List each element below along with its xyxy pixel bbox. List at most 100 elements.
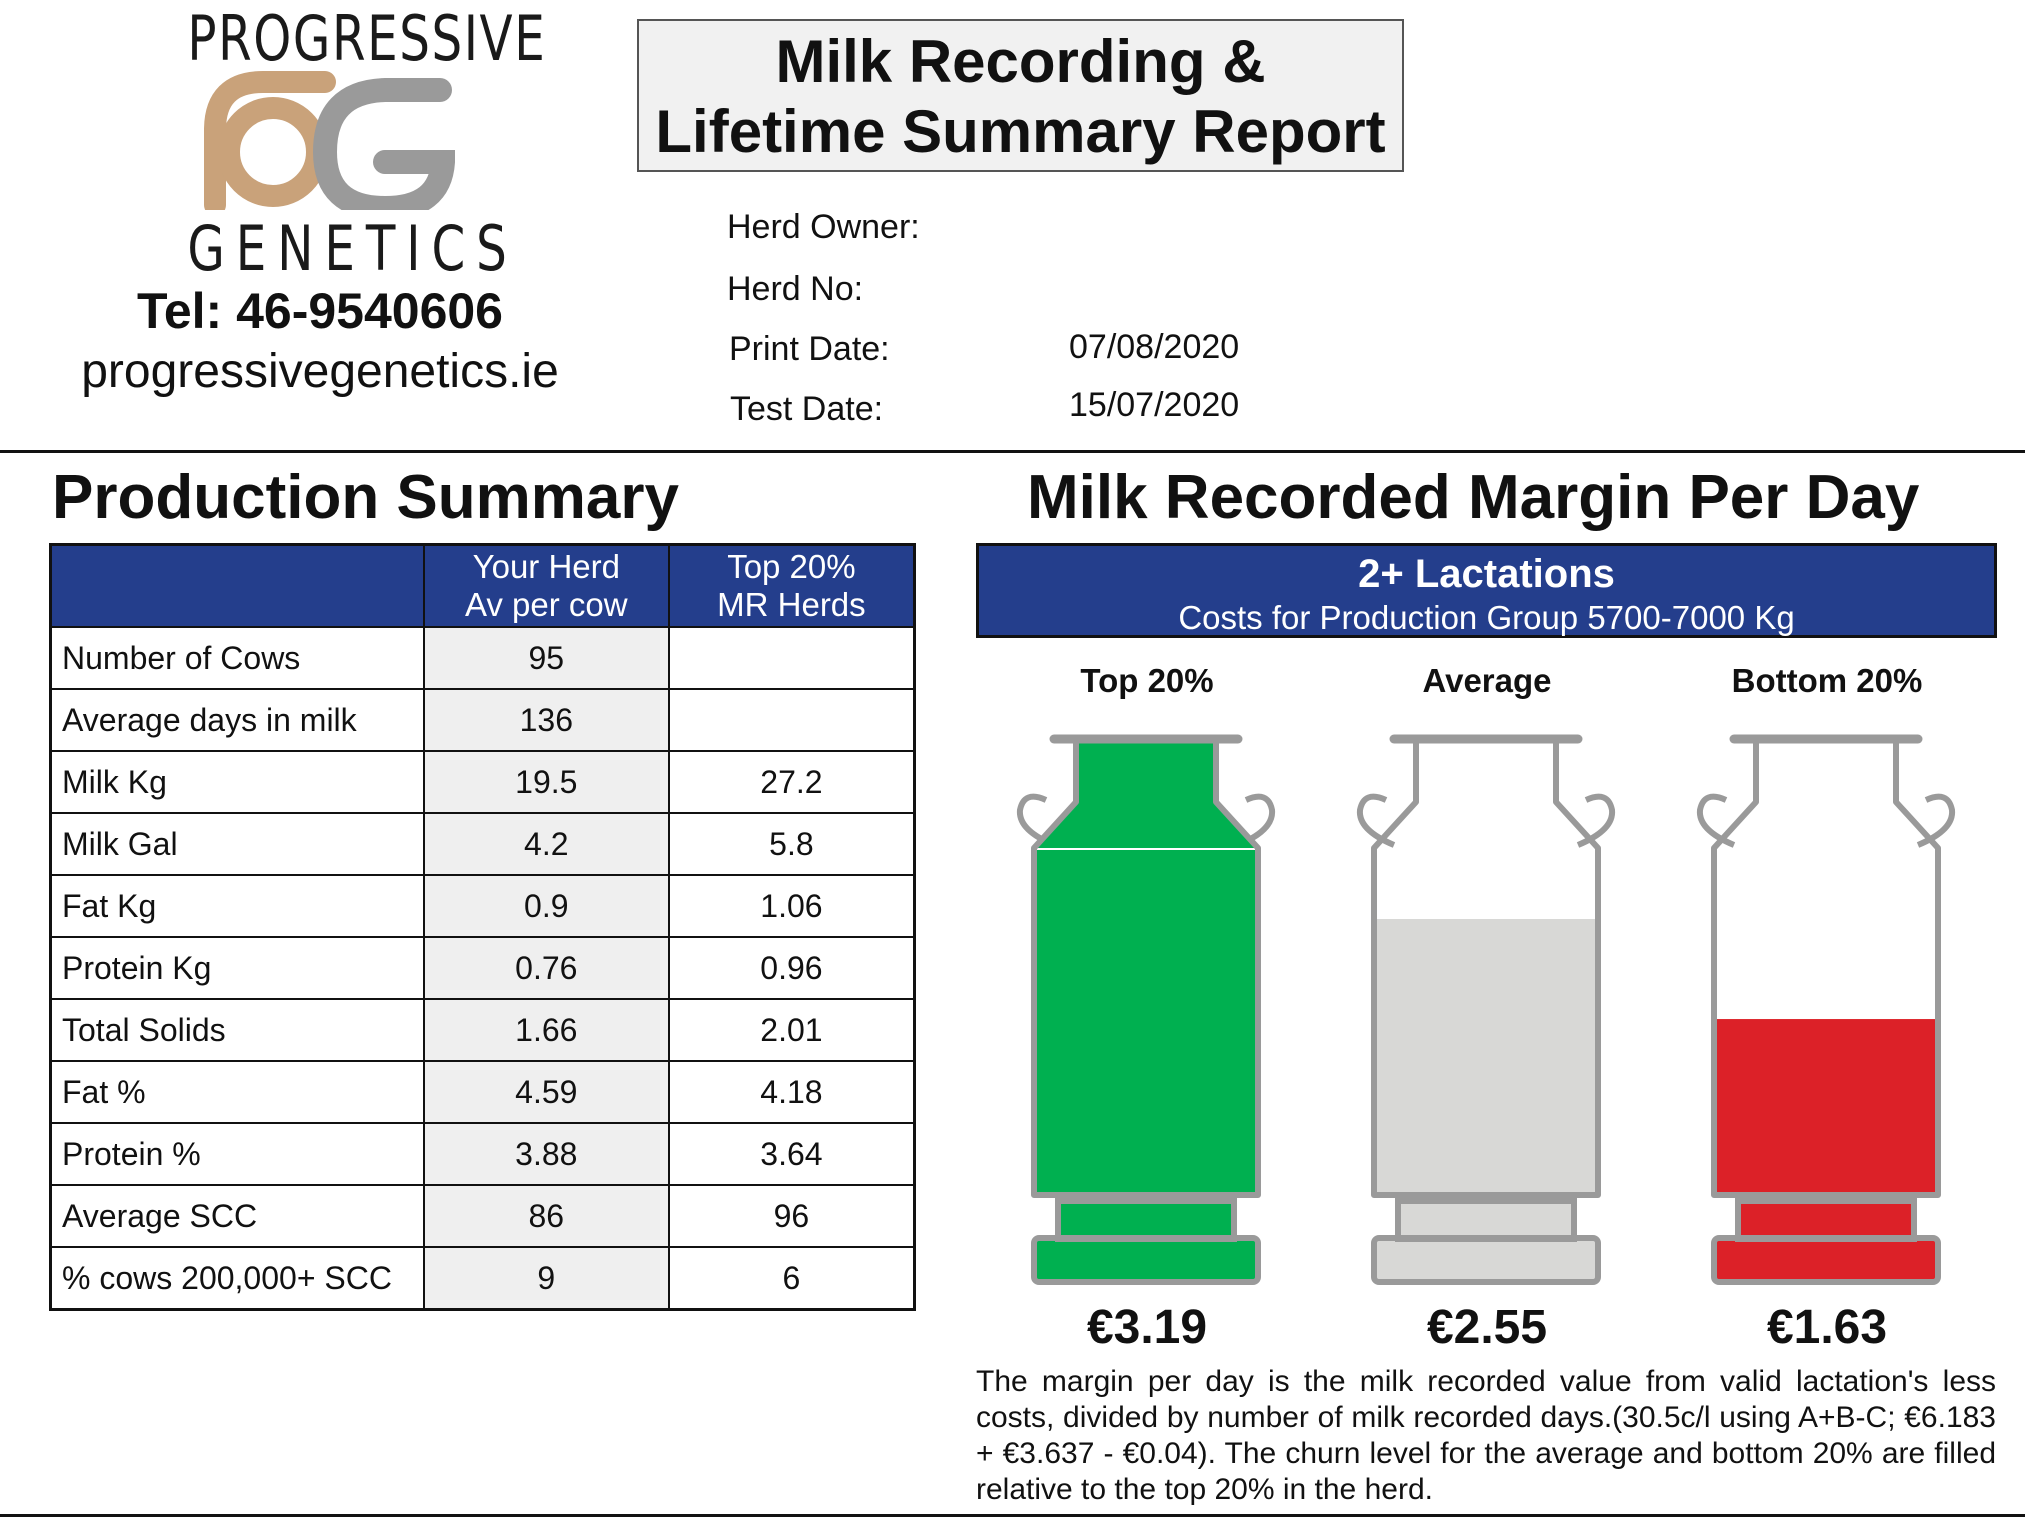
- banner-title: 2+ Lactations: [1358, 552, 1615, 596]
- table-row: Average SCC 86 96: [49, 1184, 916, 1248]
- churn-value-top20: €3.19: [1086, 1301, 1208, 1354]
- churn-handle-right: [1916, 793, 1956, 848]
- header-your-herd-line1: Your Herd: [472, 548, 620, 585]
- churn-body-outline: [1371, 742, 1601, 1198]
- production-summary-table: Your Herd Av per cow Top 20% MR Herds Nu…: [49, 543, 916, 1311]
- churn-foot-fill: [1374, 1238, 1598, 1282]
- table-row: Protein Kg 0.76 0.96: [49, 936, 916, 1000]
- your-herd-value: 0.9: [422, 874, 670, 938]
- header-divider: [0, 450, 2025, 453]
- top20-value: 6: [667, 1246, 916, 1311]
- churn-label-bottom20: Bottom 20%: [1731, 662, 1923, 699]
- churn-value-average: €2.55: [1426, 1301, 1548, 1354]
- table-row: Milk Gal 4.2 5.8: [49, 812, 916, 876]
- row-label: Protein %: [49, 1122, 425, 1186]
- header-top20: Top 20% MR Herds: [667, 543, 916, 628]
- churn-body-fill: [1034, 850, 1258, 1195]
- table-row: Protein % 3.88 3.64: [49, 1122, 916, 1186]
- top20-value: [667, 688, 916, 752]
- header-top20-line2: MR Herds: [717, 586, 866, 623]
- row-label: % cows 200,000+ SCC: [49, 1246, 425, 1311]
- your-herd-value: 3.88: [422, 1122, 670, 1186]
- your-herd-value: 95: [422, 626, 670, 690]
- churn-foot-outline: [1711, 1235, 1941, 1285]
- your-herd-value: 86: [422, 1184, 670, 1248]
- row-label: Number of Cows: [49, 626, 425, 690]
- churn-body-outline: [1031, 742, 1261, 1198]
- footer-divider: [0, 1514, 2025, 1517]
- report-title-line1: Milk Recording &: [775, 28, 1266, 95]
- your-herd-value: 136: [422, 688, 670, 752]
- churn-foot-fill: [1034, 1238, 1258, 1282]
- row-label: Milk Gal: [49, 812, 425, 876]
- top20-value: 1.06: [667, 874, 916, 938]
- churn-base-fill: [1738, 1201, 1914, 1239]
- churns-graphic: [1016, 734, 1956, 1285]
- churn-shoulder-fill: [1034, 802, 1258, 848]
- churn-handle-right: [1576, 793, 1616, 848]
- churn-body-fill: [1714, 1019, 1938, 1195]
- header-your-herd: Your Herd Av per cow: [422, 543, 670, 628]
- margin-title: Milk Recorded Margin Per Day: [1027, 463, 1920, 532]
- table-row: % cows 200,000+ SCC 9 6: [49, 1246, 916, 1311]
- top20-value: [667, 626, 916, 690]
- churn-handle-left: [1356, 793, 1396, 848]
- table-row: Fat % 4.59 4.18: [49, 1060, 916, 1124]
- your-herd-value: 0.76: [422, 936, 670, 1000]
- churn-base-fill: [1398, 1201, 1574, 1239]
- margin-note: The margin per day is the milk recorded …: [976, 1365, 1996, 1506]
- test-date-value: 15/07/2020: [1069, 386, 1240, 424]
- top20-value: 3.64: [667, 1122, 916, 1186]
- row-label: Milk Kg: [49, 750, 425, 814]
- churn-handle-right: [1236, 793, 1276, 848]
- your-herd-value: 19.5: [422, 750, 670, 814]
- print-date-label: Print Date:: [729, 330, 890, 368]
- table-row: Average days in milk 136: [49, 688, 916, 752]
- your-herd-value: 4.59: [422, 1060, 670, 1124]
- churn-body-outline: [1711, 742, 1941, 1198]
- churn-label-average: Average: [1422, 662, 1552, 699]
- table-row: Fat Kg 0.9 1.06: [49, 874, 916, 938]
- churn-foot-outline: [1371, 1235, 1601, 1285]
- churn-handle-left: [1696, 793, 1736, 848]
- churn-value-bottom20: €1.63: [1766, 1301, 1888, 1354]
- churn-base-fill: [1058, 1201, 1234, 1239]
- herd-owner-label: Herd Owner:: [727, 208, 920, 246]
- print-date-value: 07/08/2020: [1069, 328, 1240, 366]
- table-header-row: Your Herd Av per cow Top 20% MR Herds: [49, 543, 916, 628]
- top20-value: 2.01: [667, 998, 916, 1062]
- your-herd-value: 9: [422, 1246, 670, 1311]
- herd-no-label: Herd No:: [727, 270, 864, 308]
- header-top20-line1: Top 20%: [727, 548, 856, 585]
- row-label: Fat Kg: [49, 874, 425, 938]
- your-herd-value: 1.66: [422, 998, 670, 1062]
- row-label: Average SCC: [49, 1184, 425, 1248]
- production-table-body: Number of Cows 95 Average days in milk 136 M…: [49, 626, 916, 1311]
- header-your-herd-line2: Av per cow: [464, 586, 628, 623]
- row-label: Total Solids: [49, 998, 425, 1062]
- contact-phone: Tel: 46-9540606: [137, 283, 503, 339]
- churn-foot-fill: [1714, 1238, 1938, 1282]
- top20-value: 5.8: [667, 812, 916, 876]
- row-label: Fat %: [49, 1060, 425, 1124]
- production-summary-title: Production Summary: [52, 463, 679, 532]
- your-herd-value: 4.2: [422, 812, 670, 876]
- test-date-label: Test Date:: [730, 390, 884, 428]
- table-row: Number of Cows 95: [49, 626, 916, 690]
- lactation-banner: 2+ Lactations Costs for Production Group…: [976, 543, 1997, 638]
- banner-subtitle: Costs for Production Group 5700-7000 Kg: [1178, 599, 1795, 636]
- row-label: Average days in milk: [49, 688, 425, 752]
- logo-pg-icon: [204, 71, 455, 210]
- contact-website[interactable]: progressivegenetics.ie: [81, 345, 559, 398]
- table-row: Total Solids 1.66 2.01: [49, 998, 916, 1062]
- churn-neck-fill: [1076, 740, 1216, 802]
- report-title-box: Milk Recording & Lifetime Summary Report: [637, 19, 1404, 172]
- logo-top-text: PROGRESSIVE: [187, 2, 547, 75]
- logo-bottom-text: GENETICS: [187, 212, 518, 285]
- churn-handle-left: [1016, 793, 1056, 848]
- table-row: Milk Kg 19.5 27.2: [49, 750, 916, 814]
- top20-value: 96: [667, 1184, 916, 1248]
- row-label: Protein Kg: [49, 936, 425, 1000]
- header-label-cell: [49, 543, 425, 628]
- churn-body-fill: [1374, 919, 1598, 1195]
